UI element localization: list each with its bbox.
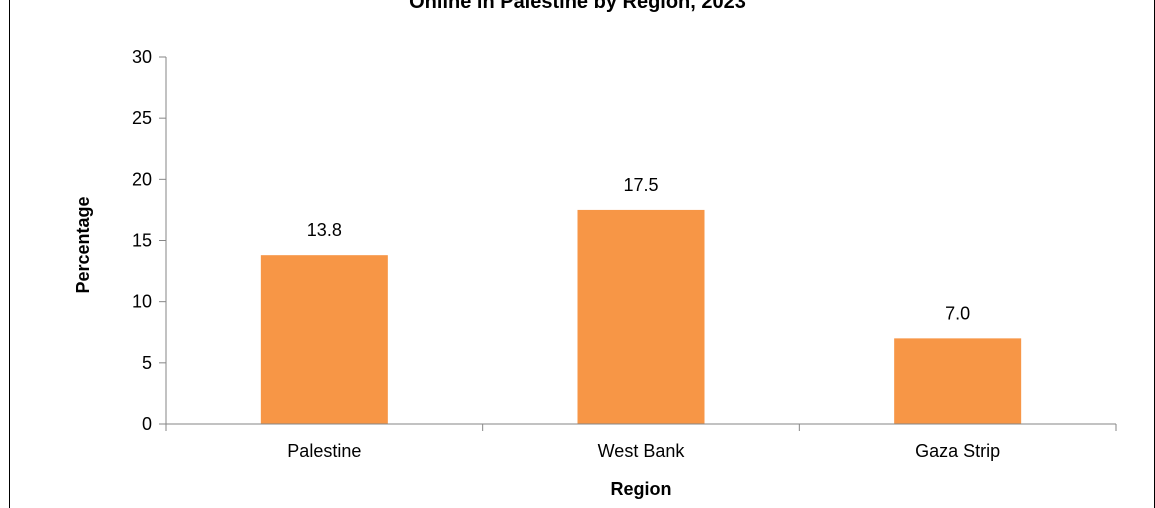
chart-title: Online in Palestine by Region, 2023 — [409, 0, 746, 13]
bar-palestine — [260, 255, 388, 424]
y-tick-label: 20 — [132, 169, 152, 189]
bars-layer — [260, 209, 1022, 424]
y-tick-label: 25 — [132, 108, 152, 128]
x-tick-label: Palestine — [287, 441, 361, 461]
data-label: 17.5 — [623, 175, 658, 195]
bar-gaza-strip — [894, 338, 1022, 424]
labels-layer: 13.8 Palestine 17.5 West Bank 7.0 Gaza Strip 0… — [132, 47, 1000, 461]
x-tick-label: Gaza Strip — [915, 441, 1000, 461]
bar-west-bank — [577, 209, 705, 424]
y-tick-label: 30 — [132, 47, 152, 67]
y-tick-label: 10 — [132, 292, 152, 312]
x-tick-label: West Bank — [598, 441, 686, 461]
data-label: 7.0 — [945, 303, 970, 323]
y-axis-title: Percentage — [73, 196, 93, 293]
x-axis-title: Region — [611, 479, 672, 499]
y-tick-label: 0 — [142, 414, 152, 434]
y-tick-label: 15 — [132, 231, 152, 251]
y-tick-label: 5 — [142, 353, 152, 373]
data-label: 13.8 — [307, 220, 342, 240]
axes-layer — [159, 56, 1117, 431]
